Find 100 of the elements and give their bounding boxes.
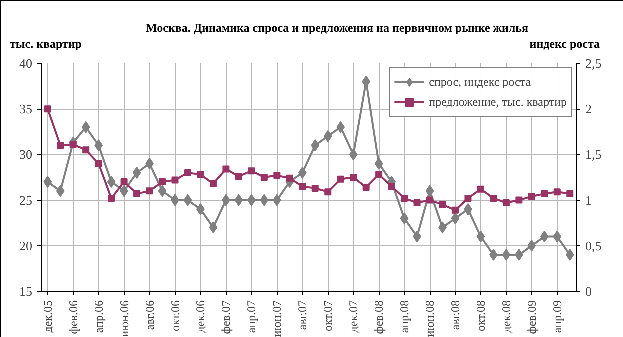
point — [502, 249, 511, 262]
point — [82, 121, 90, 134]
y2-tick-label: 1,5 — [586, 147, 602, 162]
point — [374, 158, 384, 170]
x-tick-label: июн.06 — [117, 300, 132, 337]
point — [350, 174, 358, 181]
x-tick-label: окт.07 — [321, 300, 336, 332]
point — [107, 176, 116, 188]
y2-tick-label: 2 — [586, 102, 592, 117]
point — [540, 230, 549, 243]
point — [324, 130, 332, 142]
point — [490, 194, 498, 202]
y-axis-title: тыс. квартир — [10, 36, 82, 53]
point — [376, 171, 383, 178]
point — [44, 106, 52, 113]
point — [554, 188, 561, 196]
point — [248, 168, 256, 175]
point — [234, 194, 244, 206]
point — [286, 174, 294, 182]
y-tick-label: 25 — [20, 192, 32, 208]
point — [528, 193, 536, 200]
x-tick-label: фев.09 — [524, 300, 539, 334]
point — [146, 188, 154, 195]
point — [464, 194, 472, 202]
y2-tick-label: 0,5 — [586, 238, 602, 254]
point — [400, 212, 409, 225]
point — [260, 194, 269, 206]
point — [159, 178, 166, 186]
point — [197, 171, 204, 178]
x-tick-label: апр.09 — [550, 300, 564, 334]
point — [451, 212, 460, 225]
point — [44, 176, 52, 188]
y-tick-label: 20 — [20, 238, 32, 254]
point — [56, 185, 65, 198]
y-tick-label: 35 — [20, 102, 32, 117]
point — [184, 194, 192, 206]
point — [566, 190, 574, 198]
point — [158, 185, 167, 198]
point — [95, 160, 102, 168]
y2-tick-label: 1 — [586, 192, 592, 208]
x-tick-label: апр.06 — [92, 300, 106, 334]
y-tick-label: 30 — [20, 147, 32, 162]
x-tick-label: авг.08 — [448, 300, 462, 330]
point — [108, 194, 116, 202]
point — [260, 174, 268, 181]
point — [272, 194, 282, 206]
point — [566, 249, 574, 262]
point — [477, 186, 484, 193]
legend-label: предложение, тыс. квартир — [429, 94, 567, 110]
y2-tick-label: 0 — [586, 284, 592, 299]
point — [401, 194, 408, 202]
point — [502, 200, 510, 207]
point — [528, 240, 536, 252]
point — [172, 176, 179, 184]
point — [134, 190, 141, 198]
point — [274, 172, 281, 180]
point — [337, 176, 344, 183]
point — [222, 166, 230, 173]
point — [516, 196, 523, 204]
point — [311, 140, 320, 152]
point — [426, 196, 434, 204]
point — [362, 184, 370, 192]
legend-label: спрос, индекс роста — [429, 74, 532, 90]
point — [210, 180, 217, 188]
x-tick-label: июн.08 — [423, 300, 438, 337]
y2-tick-label: 2,5 — [586, 56, 602, 71]
x-tick-label: фев.06 — [66, 300, 80, 334]
point — [132, 166, 142, 179]
point — [476, 230, 486, 243]
y-tick-label: 40 — [20, 56, 32, 71]
point — [439, 201, 446, 208]
point — [235, 173, 242, 180]
point — [426, 185, 434, 198]
point — [388, 183, 396, 190]
point — [82, 146, 90, 154]
x-tick-label: окт.06 — [168, 300, 182, 332]
point — [349, 148, 358, 161]
point — [299, 183, 306, 190]
point — [541, 190, 548, 198]
x-tick-label: апр.08 — [398, 300, 412, 334]
y2-axis-title: индекс роста — [530, 36, 600, 53]
x-tick-label: дек.08 — [499, 300, 514, 333]
point — [414, 200, 421, 207]
x-tick-label: авг.07 — [296, 300, 310, 330]
point — [336, 121, 346, 134]
point — [184, 169, 192, 176]
point — [553, 230, 562, 243]
x-tick-label: фев.07 — [219, 300, 234, 334]
point — [57, 142, 64, 150]
x-tick-label: фев.08 — [372, 300, 386, 334]
point — [312, 184, 319, 192]
x-tick-label: апр.07 — [244, 300, 259, 334]
x-tick-label: дек.07 — [346, 300, 361, 333]
x-tick-label: дек.05 — [40, 300, 55, 333]
point — [298, 166, 307, 179]
point — [324, 188, 332, 196]
point — [209, 222, 218, 234]
x-tick-label: авг.06 — [142, 300, 157, 330]
point — [452, 206, 459, 214]
point — [120, 178, 128, 186]
